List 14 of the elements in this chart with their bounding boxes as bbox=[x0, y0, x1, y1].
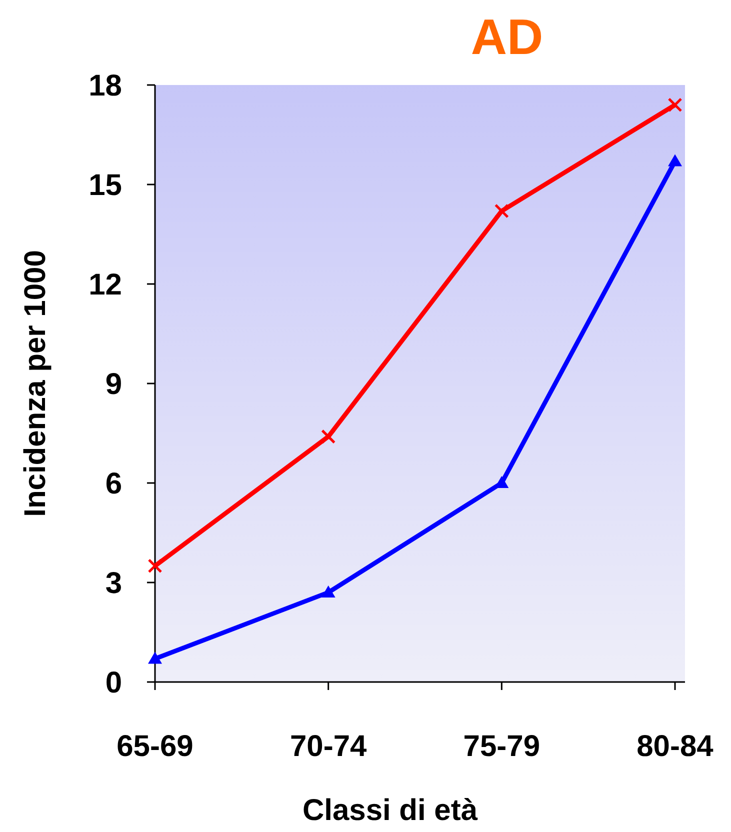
y-tick-label: 15 bbox=[88, 169, 122, 202]
x-axis-title: Classi di età bbox=[302, 794, 478, 827]
x-tick-label: 70-74 bbox=[290, 730, 368, 763]
chart-title: AD bbox=[470, 9, 544, 65]
y-tick-label: 6 bbox=[105, 468, 122, 500]
y-tick-label: 18 bbox=[88, 70, 122, 102]
y-axis-title: Incidenza per 1000 bbox=[19, 250, 52, 517]
x-tick-label: 80-84 bbox=[636, 730, 714, 763]
y-tick-label: 3 bbox=[105, 567, 122, 600]
y-tick-label: 0 bbox=[105, 666, 122, 700]
y-tick-label: 12 bbox=[88, 268, 122, 302]
y-tick-label: 9 bbox=[105, 368, 122, 401]
x-tick-label: 75-79 bbox=[463, 730, 540, 763]
x-tick-label: 65-69 bbox=[116, 730, 194, 763]
